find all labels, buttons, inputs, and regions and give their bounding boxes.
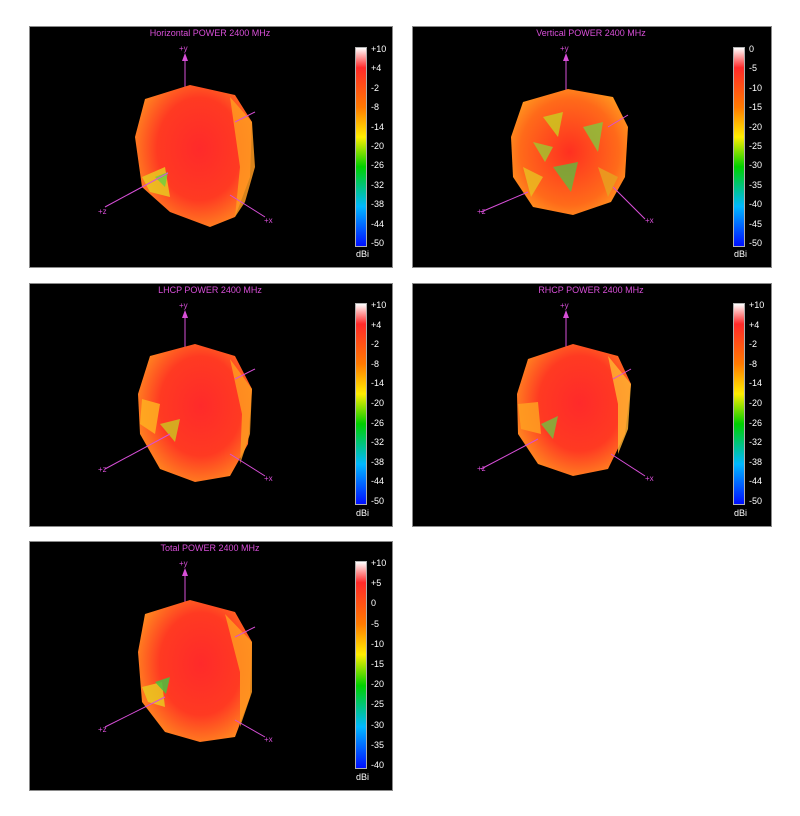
colorbar-tick-label: -8 <box>749 358 758 369</box>
radiation-pattern-3d <box>104 53 266 227</box>
axis-label-z: +z <box>98 207 107 216</box>
colorbar-tick-label: -40 <box>749 199 763 210</box>
colorbar-tick-label: -10 <box>371 638 385 649</box>
axis-label-y: +y <box>179 44 188 53</box>
colorbar-tick-label: -40 <box>371 760 385 770</box>
colorbar-tick-label: -32 <box>749 437 763 448</box>
colorbar-tick-label: -45 <box>749 218 763 229</box>
axis-label-x: +x <box>645 474 654 483</box>
colorbar-tick-label: -44 <box>749 476 763 487</box>
panel-title: Vertical POWER 2400 MHz <box>536 28 646 38</box>
colorbar-tick-label: -20 <box>749 398 763 408</box>
panel-title: RHCP POWER 2400 MHz <box>538 285 644 295</box>
panel-title: Total POWER 2400 MHz <box>160 543 260 553</box>
colorbar-tick-label: -30 <box>749 160 763 171</box>
radiation-pattern-3d <box>480 310 646 477</box>
colorbar <box>733 303 745 505</box>
axis-label-y: +y <box>560 301 569 310</box>
colorbar-unit: dBi <box>734 508 748 518</box>
colorbar-tick-label: -50 <box>371 238 385 248</box>
colorbar-tick-label: -38 <box>371 456 385 467</box>
colorbar-tick-label: -44 <box>371 476 385 487</box>
colorbar <box>355 303 367 505</box>
colorbar-tick-label: -2 <box>371 339 380 350</box>
colorbar <box>355 561 367 769</box>
axis-label-x: +x <box>264 474 273 483</box>
axis-label-x: +x <box>264 216 273 225</box>
colorbar-tick-label: +4 <box>749 319 760 330</box>
colorbar-tick-label: -50 <box>749 238 763 248</box>
colorbar-tick-label: 0 <box>371 598 377 609</box>
colorbar-tick-label: -32 <box>371 437 385 448</box>
axis-label-z: +z <box>477 207 486 216</box>
radiation-pattern-3d <box>104 310 266 482</box>
panel-title: LHCP POWER 2400 MHz <box>158 285 262 295</box>
colorbar-tick-label: -25 <box>749 141 763 151</box>
colorbar-tick-label: -20 <box>371 141 385 151</box>
colorbar-tick-label: -38 <box>371 199 385 210</box>
panel-total: Total POWER 2400 MHz +y +z +x dBi +10 +5 0… <box>29 541 393 791</box>
axis-label-y: +y <box>560 44 569 53</box>
colorbar-tick-label: -2 <box>749 339 758 350</box>
colorbar-tick-label: -38 <box>749 456 763 467</box>
colorbar-tick-label: -20 <box>749 121 763 132</box>
colorbar-tick-label: -50 <box>371 496 385 506</box>
colorbar-tick-label: -25 <box>371 699 385 710</box>
axis-label-y: +y <box>179 559 188 568</box>
colorbar-tick-label: +10 <box>371 300 387 310</box>
axis-label-x: +x <box>645 216 654 225</box>
colorbar-tick-label: +10 <box>749 300 765 310</box>
colorbar-tick-label: -20 <box>371 679 385 690</box>
colorbar-tick-label: -10 <box>749 82 763 93</box>
axis-label-x: +x <box>264 735 273 744</box>
colorbar-tick-label: -35 <box>749 179 763 190</box>
colorbar-tick-label: -30 <box>371 719 385 730</box>
panel-title: Horizontal POWER 2400 MHz <box>149 28 271 38</box>
colorbar-tick-label: -44 <box>371 218 385 229</box>
axis-label-z: +z <box>98 725 107 734</box>
colorbar-unit: dBi <box>356 508 370 518</box>
panel-rhcp: RHCP POWER 2400 MHz +y +z +x dBi +10 +4 -2… <box>412 283 772 527</box>
colorbar-tick-label: -2 <box>371 82 380 93</box>
colorbar-tick-label: -26 <box>371 417 385 428</box>
colorbar-unit: dBi <box>356 772 370 782</box>
colorbar-tick-label: -50 <box>749 496 763 506</box>
colorbar-tick-label: -5 <box>371 618 380 629</box>
colorbar-tick-label: 0 <box>749 44 755 54</box>
colorbar-unit: dBi <box>356 249 370 259</box>
colorbar-tick-label: +10 <box>371 558 387 568</box>
axis-label-z: +z <box>98 465 107 474</box>
radiation-pattern-3d <box>104 568 266 742</box>
colorbar-tick-label: -5 <box>749 63 758 74</box>
colorbar-tick-label: -15 <box>749 102 763 113</box>
axis-label-y: +y <box>179 301 188 310</box>
axis-label-z: +z <box>477 464 486 473</box>
colorbar-tick-label: -35 <box>371 739 385 750</box>
colorbar-tick-label: -14 <box>371 121 385 132</box>
radiation-pattern-3d <box>480 53 646 220</box>
colorbar-tick-label: -20 <box>371 398 385 408</box>
colorbar-tick-label: -26 <box>749 417 763 428</box>
colorbar-tick-label: +4 <box>371 319 382 330</box>
colorbar-tick-label: +4 <box>371 63 382 74</box>
colorbar <box>355 47 367 247</box>
colorbar <box>733 47 745 247</box>
colorbar-tick-label: -15 <box>371 659 385 669</box>
colorbar-tick-label: +10 <box>371 44 387 54</box>
panel-lhcp: LHCP POWER 2400 MHz +y +z +x dBi +10 +4 -2… <box>29 283 393 527</box>
colorbar-tick-label: -14 <box>749 378 763 389</box>
colorbar-tick-label: -8 <box>371 102 380 113</box>
colorbar-tick-label: -8 <box>371 358 380 369</box>
colorbar-tick-label: -26 <box>371 160 385 171</box>
colorbar-tick-label: +5 <box>371 578 382 589</box>
panel-vertical: Vertical POWER 2400 MHz +y +z +x dBi 0 -5… <box>412 26 772 268</box>
panel-horizontal: Horizontal POWER 2400 MHz +y +z +x dBi +… <box>29 26 393 268</box>
colorbar-tick-label: -14 <box>371 378 385 389</box>
colorbar-unit: dBi <box>734 249 748 259</box>
colorbar-tick-label: -32 <box>371 179 385 190</box>
